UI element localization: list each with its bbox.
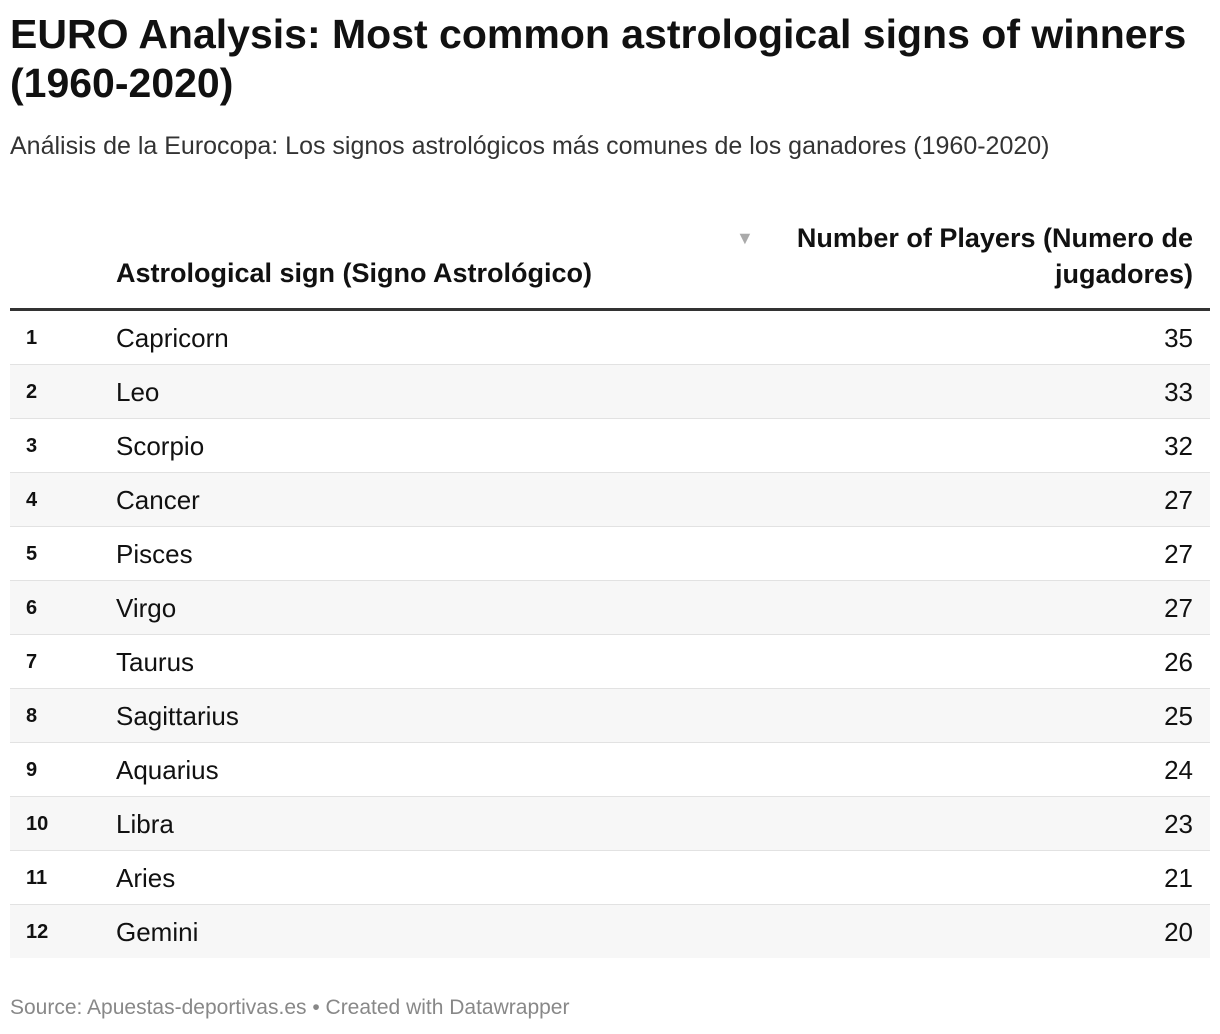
rank: 7	[26, 651, 38, 673]
table-row: 4 Cancer 27	[10, 473, 1210, 527]
sign-name: Libra	[116, 809, 174, 839]
player-count: 27	[1164, 593, 1193, 623]
sign-name: Scorpio	[116, 431, 205, 461]
player-count: 33	[1164, 377, 1193, 407]
sign-name: Capricorn	[116, 323, 229, 353]
sign-name: Pisces	[116, 539, 193, 569]
rank: 1	[26, 327, 38, 349]
table-row: 8 Sagittarius 25	[10, 689, 1210, 743]
table-row: 2 Leo 33	[10, 365, 1210, 419]
player-count: 35	[1164, 323, 1193, 353]
sign-name: Taurus	[116, 647, 195, 677]
rank: 3	[26, 435, 38, 457]
sign-name: Virgo	[116, 593, 177, 623]
rank: 10	[26, 813, 49, 835]
table-row: 3 Scorpio 32	[10, 419, 1210, 473]
sign-name: Cancer	[116, 485, 200, 515]
player-count: 32	[1164, 431, 1193, 461]
title: EURO Analysis: Most common astrological …	[10, 11, 1187, 106]
table-row: 12 Gemini 20	[10, 905, 1210, 958]
source: Source: Apuestas-deportivas.es • Created…	[10, 996, 570, 1019]
sign-name: Leo	[116, 377, 160, 407]
table-row: 5 Pisces 27	[10, 527, 1210, 581]
column-header[interactable]: Astrological sign (Signo Astrológico)	[116, 258, 593, 288]
rank: 5	[26, 543, 38, 565]
player-count: 21	[1164, 863, 1193, 893]
table-row: 7 Taurus 26	[10, 635, 1210, 689]
header-rule	[10, 308, 1210, 311]
player-count: 23	[1164, 809, 1193, 839]
table-body: 1 Capricorn 35 2 Leo 33 3 Scorpio 32 4 Cancer 27 5 Pi…	[10, 311, 1210, 958]
rank: 11	[26, 867, 48, 889]
table-row: 9 Aquarius 24	[10, 743, 1210, 797]
table-row: 6 Virgo 27	[10, 581, 1210, 635]
table-row: 11 Aries 21	[10, 851, 1210, 905]
rank: 4	[26, 489, 38, 511]
player-count: 20	[1164, 917, 1193, 947]
sign-name: Aquarius	[116, 755, 219, 785]
player-count: 27	[1164, 539, 1193, 569]
sign-name: Aries	[116, 863, 176, 893]
column-header[interactable]: Number of Players (Numero de jugadores)	[796, 223, 1193, 289]
table-row: 10 Libra 23	[10, 797, 1210, 851]
player-count: 25	[1164, 701, 1193, 731]
subtitle: Análisis de la Eurocopa: Los signos astr…	[10, 132, 1050, 160]
rank: 8	[26, 705, 38, 727]
player-count: 24	[1164, 755, 1193, 785]
rank: 9	[26, 759, 38, 781]
table-row: 1 Capricorn 35	[10, 311, 1210, 365]
sign-name: Sagittarius	[116, 701, 239, 731]
player-count: 27	[1164, 485, 1193, 515]
rank: 2	[26, 381, 38, 403]
rank: 6	[26, 597, 38, 619]
rank: 12	[26, 921, 49, 943]
sort-arrow[interactable]: ▼	[736, 228, 754, 248]
player-count: 26	[1164, 647, 1193, 677]
sign-name: Gemini	[116, 917, 199, 947]
